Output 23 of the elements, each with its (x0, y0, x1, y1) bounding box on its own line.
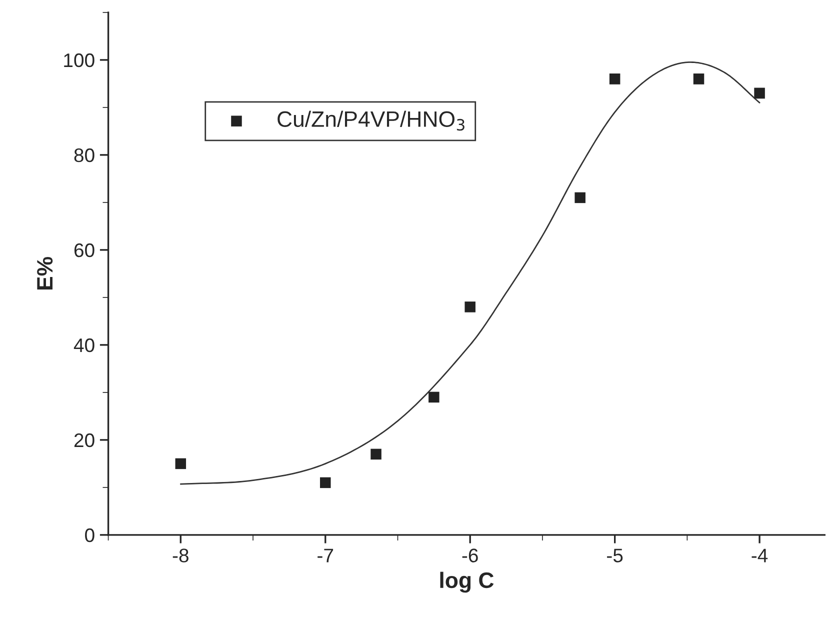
x-tick-label: -7 (318, 548, 334, 562)
x-tick-label: -6 (462, 548, 478, 562)
point (464, 302, 476, 312)
y-tick-label: 60 (74, 243, 94, 258)
legend-label: Cu/Zn/P4VP/HNO$_{3}$ (278, 110, 464, 131)
y-tick-label: 100 (64, 53, 94, 68)
x-axis-title: log C (440, 572, 494, 593)
y-tick-label: 0 (85, 528, 94, 542)
x-tick-label: -4 (752, 548, 768, 562)
y-tick-label: 40 (74, 338, 94, 352)
y-tick-label: 80 (74, 148, 94, 162)
y-axis-title: E% (37, 256, 53, 290)
point (693, 74, 704, 84)
point (609, 74, 620, 84)
point (370, 448, 382, 460)
point (574, 192, 586, 204)
point (175, 458, 186, 470)
point (320, 477, 331, 488)
x-tick-label: -5 (607, 548, 623, 562)
y-tick-label: 20 (74, 433, 94, 448)
point (428, 392, 440, 403)
point (754, 88, 765, 99)
x-tick-label: -8 (172, 548, 188, 562)
